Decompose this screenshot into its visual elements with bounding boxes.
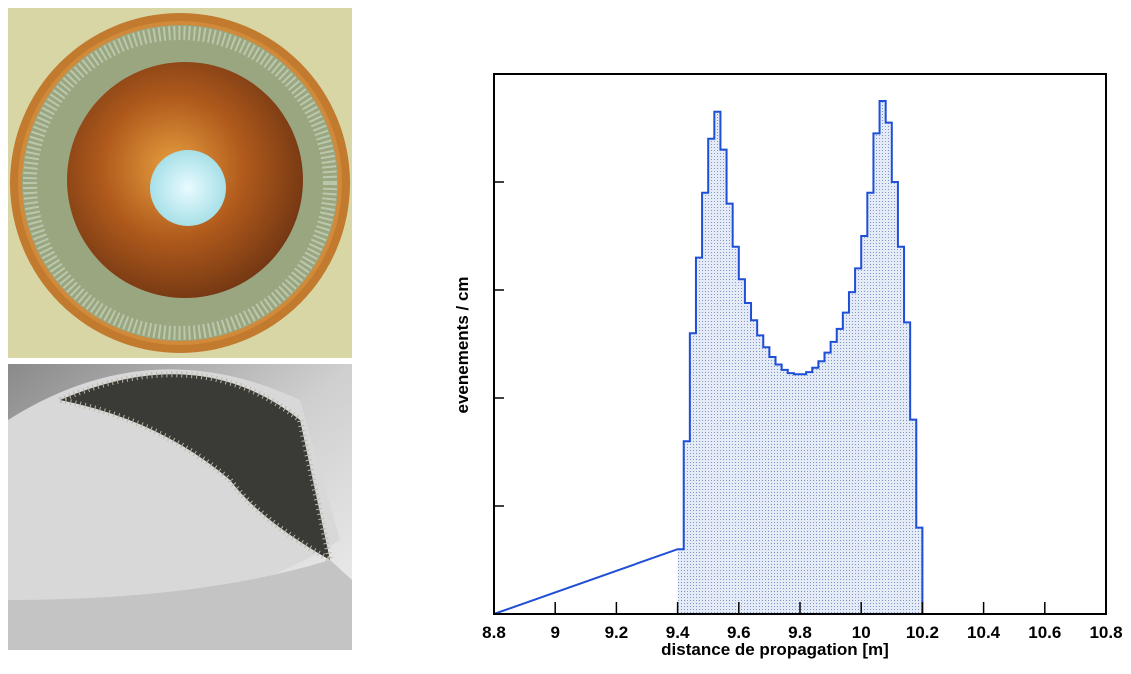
bar — [689, 333, 696, 614]
bar — [904, 322, 911, 614]
bar — [867, 192, 874, 615]
bar — [695, 257, 703, 614]
x-tick-label: 9.2 — [605, 623, 629, 642]
photo-bottom — [8, 364, 352, 650]
bar — [769, 356, 776, 614]
bar — [787, 373, 794, 614]
x-tick-label: 8.8 — [482, 623, 506, 642]
bar — [757, 335, 764, 614]
bar — [916, 527, 923, 614]
bar — [885, 122, 892, 614]
bar — [836, 328, 843, 614]
bar — [891, 182, 898, 614]
x-tick-label: 10.8 — [1089, 623, 1122, 642]
bar — [818, 361, 825, 614]
bar — [708, 138, 715, 615]
bar — [910, 419, 917, 614]
bar — [677, 549, 684, 614]
bar — [763, 347, 770, 614]
x-tick-label: 9.8 — [788, 623, 812, 642]
bar — [720, 149, 727, 614]
bar — [702, 192, 709, 615]
bar — [738, 279, 745, 614]
bar — [744, 302, 752, 614]
bar — [842, 312, 849, 614]
bar — [812, 367, 819, 614]
bar — [824, 352, 831, 614]
x-tick-label: 10.4 — [967, 623, 1001, 642]
photo-top — [8, 8, 352, 358]
bar — [775, 364, 782, 614]
x-tick-label: 10.6 — [1028, 623, 1061, 642]
bar — [830, 341, 837, 614]
x-tick-label: 9.4 — [666, 623, 690, 642]
bar — [732, 246, 739, 615]
bar — [800, 374, 807, 614]
bar — [861, 236, 868, 614]
bar — [855, 268, 862, 614]
bar — [806, 372, 813, 614]
bar — [781, 369, 788, 614]
bar — [683, 441, 690, 614]
bar — [751, 320, 758, 614]
x-tick-label: 9.6 — [727, 623, 751, 642]
bar — [793, 374, 800, 614]
bar — [897, 246, 905, 615]
bar — [879, 101, 886, 614]
y-axis-label: evenements / cm — [453, 276, 472, 413]
bar — [726, 203, 733, 614]
x-tick-label: 9 — [550, 623, 559, 642]
x-tick-label: 10 — [852, 623, 871, 642]
x-tick-label: 10.2 — [906, 623, 939, 642]
bar — [714, 111, 721, 615]
bar — [848, 292, 856, 614]
x-axis-label: distance de propagation [m] — [661, 640, 889, 659]
outline — [493, 100, 1106, 615]
bar — [873, 133, 880, 614]
